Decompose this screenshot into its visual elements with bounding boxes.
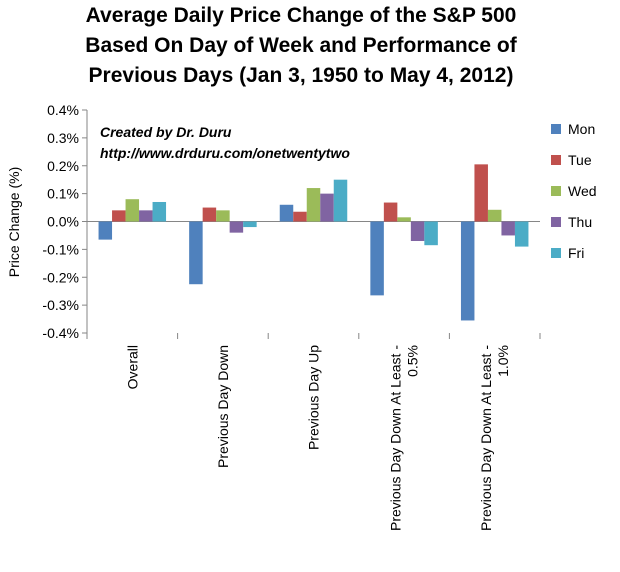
chart-title-line-3: Previous Days (Jan 3, 1950 to May 4, 201…	[89, 64, 514, 87]
x-category-label: 1.0%	[495, 345, 511, 377]
bar-mon-1	[189, 221, 203, 285]
legend: Mon Tue Wed Thu Fri	[551, 121, 597, 261]
legend-swatch-wed	[551, 186, 561, 196]
bar-fri-2	[333, 179, 348, 222]
bar-thu-4	[501, 221, 515, 236]
legend-label-thu: Thu	[568, 214, 592, 230]
legend-label-wed: Wed	[568, 183, 597, 199]
bar-wed-4	[487, 209, 502, 222]
bar-fri-3	[424, 221, 438, 246]
y-tick-label: 0.3%	[47, 130, 79, 146]
bar-thu-2	[320, 193, 334, 222]
x-category-label: 0.5%	[405, 345, 421, 377]
x-category-label: Previous Day Down At Least -	[478, 345, 494, 531]
bar-tue-3	[383, 202, 398, 222]
bar-tue-0	[112, 210, 126, 222]
x-category-label: Previous Day Down At Least -	[388, 345, 404, 531]
y-tick-labels: 0.4% 0.3% 0.2% 0.1% 0.0% -0.1% -0.2% -0.3% -0.4%	[42, 102, 79, 341]
bar-mon-0	[98, 221, 113, 240]
bar-mon-2	[279, 204, 294, 222]
credit-annotation: Created by Dr. Duru	[100, 124, 232, 140]
bar-wed-2	[306, 188, 321, 222]
credit-url-annotation: http://www.drduru.com/onetwentytwo	[100, 145, 350, 161]
y-tick-label: 0.4%	[47, 102, 79, 118]
legend-label-fri: Fri	[568, 245, 584, 261]
bar-fri-0	[152, 201, 167, 222]
bar-wed-3	[397, 217, 411, 222]
category-labels: Overall Previous Day Down Previous Day Up P…	[124, 345, 511, 531]
bar-mon-3	[370, 221, 384, 296]
legend-label-mon: Mon	[568, 121, 595, 137]
y-tick-label: 0.2%	[47, 158, 79, 174]
bars	[98, 164, 529, 321]
y-tick-label: -0.4%	[42, 325, 79, 341]
legend-swatch-mon	[551, 124, 561, 134]
legend-swatch-thu	[551, 217, 561, 227]
bar-mon-4	[460, 221, 475, 321]
bar-wed-0	[125, 199, 140, 222]
bar-thu-1	[229, 221, 244, 233]
legend-label-tue: Tue	[568, 152, 592, 168]
y-tick-label: -0.3%	[42, 297, 79, 313]
bar-tue-1	[202, 207, 217, 222]
legend-swatch-fri	[551, 248, 561, 258]
legend-swatch-tue	[551, 155, 561, 165]
y-tick-label: -0.2%	[42, 269, 79, 285]
bar-thu-0	[139, 210, 153, 222]
bar-fri-1	[243, 221, 257, 228]
x-category-label: Overall	[124, 345, 140, 389]
chart-title-line-2: Based On Day of Week and Performance of	[85, 34, 517, 57]
y-axis-title: Price Change (%)	[6, 167, 22, 278]
bar-wed-1	[216, 210, 230, 222]
x-category-label: Previous Day Down	[215, 345, 231, 468]
bar-tue-4	[474, 164, 488, 222]
bar-tue-2	[293, 211, 307, 222]
y-tick-label: 0.1%	[47, 186, 79, 202]
bar-thu-3	[410, 221, 425, 242]
y-tick-label: 0.0%	[47, 214, 79, 230]
y-tick-label: -0.1%	[42, 241, 79, 257]
x-category-label: Previous Day Up	[306, 345, 322, 450]
chart-title-line-1: Average Daily Price Change of the S&P 50…	[86, 4, 517, 27]
bar-fri-4	[514, 221, 529, 247]
